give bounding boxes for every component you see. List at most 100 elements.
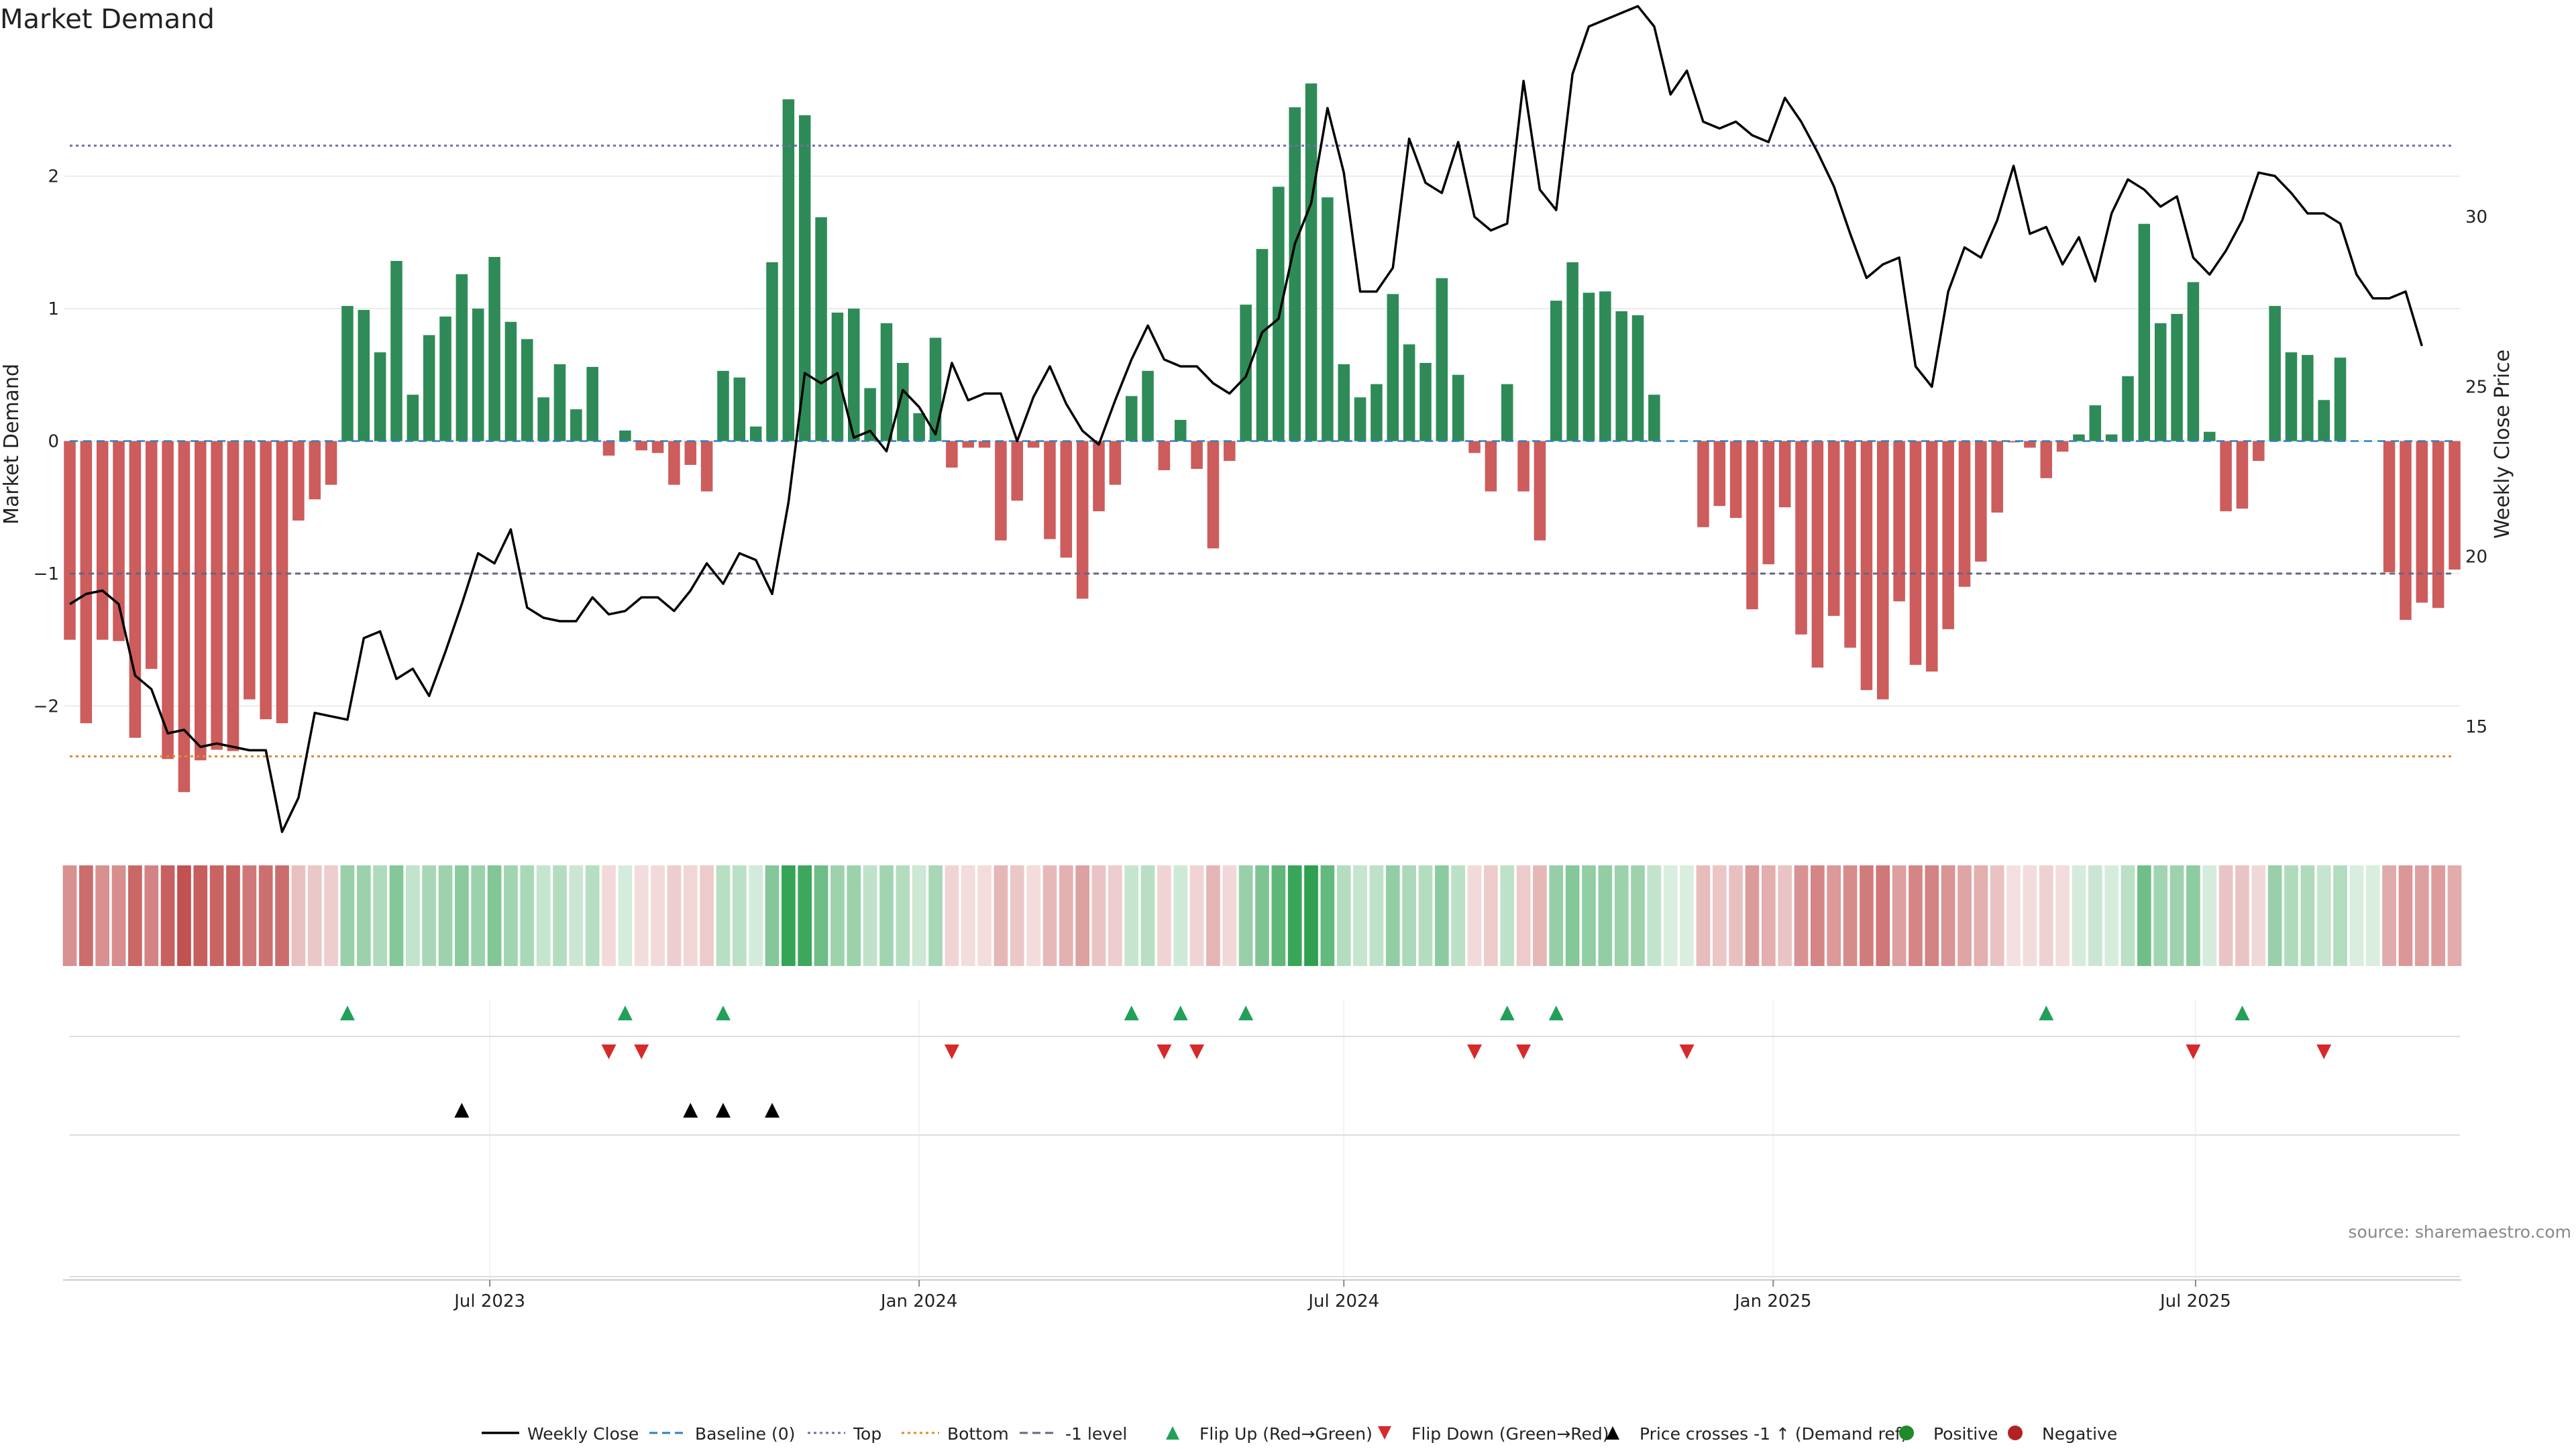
heat-cell (863, 865, 877, 966)
demand-bar (2285, 352, 2298, 441)
flip-down-marker (2186, 1044, 2201, 1059)
demand-bar (2400, 441, 2412, 621)
heat-cell (847, 865, 861, 966)
demand-bar (880, 323, 893, 441)
demand-bar (455, 274, 468, 441)
demand-bar (1827, 441, 1840, 616)
demand-bar (2203, 431, 2216, 441)
heat-cell (1075, 865, 1090, 966)
demand-bar (1125, 396, 1138, 441)
demand-bar (553, 364, 566, 441)
chart-title: Market Demand (0, 4, 215, 35)
legend-item: Flip Down (Green→Red) (1378, 1424, 1609, 1444)
price-cross-marker (715, 1103, 731, 1118)
demand-bar (1795, 441, 1807, 635)
flip-down-marker (2316, 1044, 2332, 1059)
heat-cell (1696, 865, 1711, 966)
demand-bar (1713, 441, 1726, 506)
demand-bar (1811, 441, 1824, 668)
demand-bar (2236, 441, 2249, 509)
demand-bar (1060, 441, 1073, 558)
legend-swatch (1606, 1426, 1619, 1440)
demand-bar (195, 441, 207, 761)
heat-cell (1598, 865, 1613, 966)
source-note: source: sharemaestro.com (2349, 1222, 2572, 1242)
heat-cell (1533, 865, 1547, 966)
demand-bar (1468, 441, 1481, 453)
legend: Weekly Close Baseline (0) Top Bottom -1 leve… (482, 1424, 2117, 1444)
heat-cell (356, 865, 371, 966)
heat-cell (1712, 865, 1727, 966)
demand-bar (848, 309, 860, 441)
demand-bar (1615, 311, 1627, 441)
heat-cell (1108, 865, 1122, 966)
flip-up-marker (2039, 1006, 2054, 1020)
heat-cell (1631, 865, 1645, 966)
demand-bar (684, 441, 697, 466)
legend-swatch (2008, 1426, 2023, 1440)
flip-down-marker (1516, 1044, 1532, 1059)
heat-cell (2382, 865, 2396, 966)
heat-cell (1336, 865, 1351, 966)
heat-cell (79, 865, 93, 966)
demand-bar (472, 309, 484, 441)
demand-bar (2253, 441, 2265, 462)
heat-cell (193, 865, 208, 966)
demand-bar (341, 306, 354, 441)
heat-cell (634, 865, 649, 966)
demand-bar (1860, 441, 1873, 690)
price-cross-marker (683, 1103, 698, 1118)
heat-cell (1059, 865, 1073, 966)
demand-bar (1909, 441, 1922, 665)
heat-cell (2072, 865, 2086, 966)
legend-swatch (1378, 1426, 1391, 1440)
demand-bar (276, 441, 288, 724)
right-tick-label: 20 (2465, 547, 2487, 568)
demand-bar (1762, 441, 1775, 565)
demand-bar (407, 394, 419, 441)
heat-cell (1238, 865, 1253, 966)
heat-cell (683, 865, 698, 966)
demand-bar (2007, 441, 2020, 443)
demand-bar (439, 316, 451, 441)
demand-bar (292, 441, 305, 521)
demand-bar (211, 441, 223, 750)
left-tick-label: 2 (48, 167, 59, 187)
demand-bar (1926, 441, 1938, 672)
demand-bar (2138, 223, 2151, 441)
heat-cell (62, 865, 77, 966)
legend-item: Bottom (902, 1424, 1009, 1444)
heat-cell (1843, 865, 1858, 966)
heat-cell (340, 865, 355, 966)
legend-item: Price crosses -1 ↑ (Demand ref) (1606, 1424, 1907, 1444)
heat-cell (373, 865, 387, 966)
demand-bar (1452, 374, 1464, 441)
demand-bar (2269, 306, 2281, 441)
heat-cell (1222, 865, 1237, 966)
right-tick-label: 25 (2465, 377, 2487, 397)
heat-cell (585, 865, 600, 966)
heat-cell (504, 865, 518, 966)
demand-bars (64, 83, 2461, 792)
flip-up-marker (617, 1006, 633, 1020)
heat-cell (782, 865, 796, 966)
heat-cell (1026, 865, 1040, 966)
heat-cell (700, 865, 714, 966)
demand-bar (1044, 441, 1056, 539)
heat-cell (144, 865, 159, 966)
heat-cell (226, 865, 240, 966)
heat-cell (928, 865, 943, 966)
heat-cell (291, 865, 306, 966)
heat-cell (2186, 865, 2200, 966)
demand-bar (488, 257, 500, 441)
heat-cell (487, 865, 502, 966)
flip-down-marker (1679, 1044, 1695, 1059)
heat-cell (1451, 865, 1466, 966)
heat-cell (602, 865, 616, 966)
heat-cell (1287, 865, 1302, 966)
heat-cell (814, 865, 828, 966)
heat-cell (1680, 865, 1694, 966)
right-axis-label: Weekly Close Price (2491, 350, 2514, 539)
demand-bar (1289, 107, 1301, 441)
heat-cell (2333, 865, 2347, 966)
